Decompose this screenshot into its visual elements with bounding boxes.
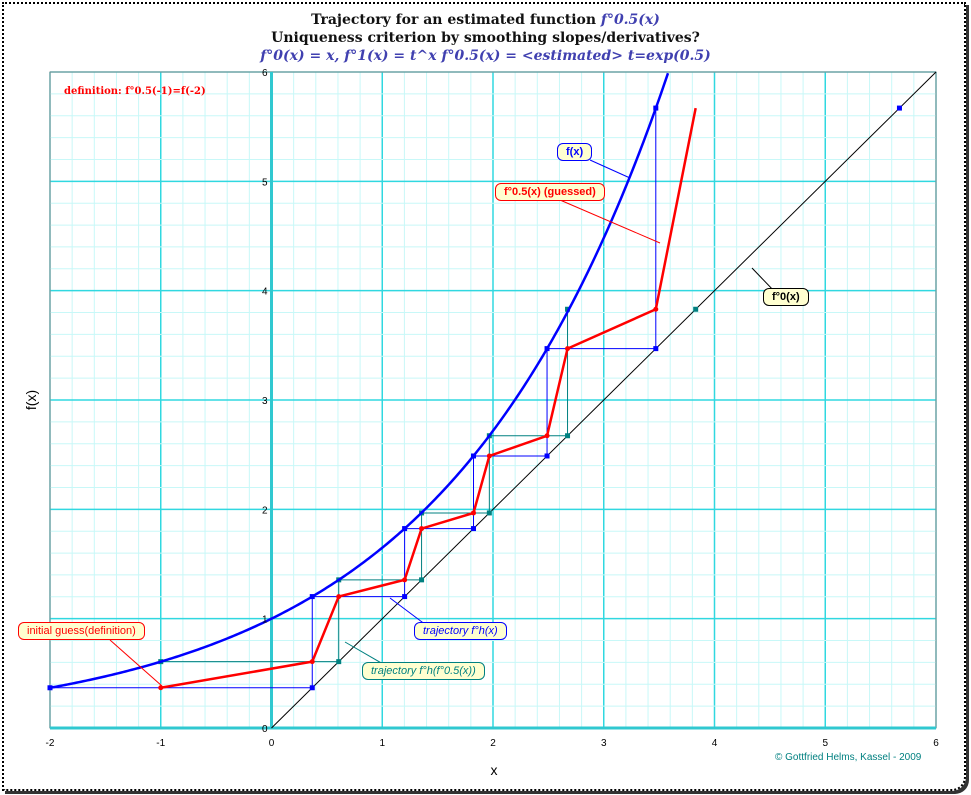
- callout-trajectory-h-half: trajectory f°h(f°0.5(x)): [362, 662, 485, 680]
- trajectory-h-marker: [896, 105, 902, 111]
- trajectory-h-half-marker: [336, 659, 342, 665]
- half-iterate-point: [653, 306, 659, 312]
- trajectory-h-marker: [653, 346, 659, 352]
- callout-pointer: [589, 159, 631, 179]
- y-tick-label: 3: [262, 396, 268, 407]
- callout-initial-guess: initial guess(definition): [18, 622, 145, 640]
- y-tick-label: 4: [262, 287, 268, 298]
- x-tick-label: 0: [269, 738, 275, 749]
- trajectory-h-marker: [309, 685, 315, 691]
- x-tick-label: 2: [490, 738, 496, 749]
- x-tick-label: -1: [156, 738, 165, 749]
- y-axis-label: f(x): [23, 390, 39, 410]
- y-tick-label: 6: [262, 68, 268, 79]
- half-iterate-point: [471, 510, 477, 516]
- trajectory-h-marker: [402, 594, 408, 600]
- chart-title-line2: Uniqueness criterion by smoothing slopes…: [271, 30, 700, 46]
- half-iterate-point: [402, 577, 408, 583]
- y-tick-label: 1: [262, 615, 268, 626]
- half-iterate-point: [419, 526, 425, 532]
- y-tick-label: 2: [262, 505, 268, 516]
- callout-identity: f°0(x): [763, 288, 809, 306]
- y-tick-label: 0: [262, 724, 268, 735]
- x-axis-label: x: [491, 762, 498, 778]
- x-tick-label: 3: [601, 738, 607, 749]
- half-iterate-point: [309, 659, 315, 665]
- x-tick-label: 5: [822, 738, 828, 749]
- chart-title-line1: Trajectory for an estimated function f°0…: [0, 12, 971, 28]
- copyright: © Gottfried Helms, Kassel - 2009: [775, 752, 922, 763]
- definition-note: definition: f°0.5(-1)=f(-2): [64, 86, 206, 97]
- title-text: Trajectory for an estimated function: [311, 12, 601, 28]
- identity-line: [271, 71, 937, 729]
- half-iterate-point: [336, 594, 342, 600]
- trajectory-h-half-marker: [693, 306, 699, 312]
- x-tick-label: -2: [46, 738, 55, 749]
- trajectory-h-marker: [544, 453, 550, 459]
- callout-pointer: [559, 199, 661, 244]
- callout-trajectory-h: trajectory f°h(x): [414, 622, 507, 640]
- y-tick-label: 5: [262, 177, 268, 188]
- trajectory-h-half-marker: [419, 577, 425, 583]
- x-tick-label: 1: [379, 738, 385, 749]
- f-curve: [49, 72, 670, 690]
- callout-pointer: [109, 639, 163, 687]
- half-iterate-point: [158, 685, 164, 691]
- trajectory-h-half-marker: [565, 306, 571, 312]
- half-iterate-curve: [160, 107, 697, 689]
- x-tick-label: 4: [712, 738, 718, 749]
- callout-half-iterate: f°0.5(x) (guessed): [495, 183, 605, 201]
- trajectory-h-half-marker: [565, 433, 571, 439]
- trajectory-h-marker: [471, 526, 477, 532]
- trajectory-h-half-marker: [486, 510, 492, 516]
- half-iterate-point: [486, 453, 492, 459]
- x-tick-label: 6: [933, 738, 939, 749]
- half-iterate-point: [565, 346, 571, 352]
- title-function: f°0.5(x): [600, 12, 660, 28]
- chart-title-line3: f°0(x) = x, f°1(x) = t^x f°0.5(x) = <est…: [260, 48, 711, 64]
- trajectory-h-half: [160, 309, 569, 663]
- callout-fx: f(x): [557, 143, 593, 161]
- half-iterate-point: [544, 433, 550, 439]
